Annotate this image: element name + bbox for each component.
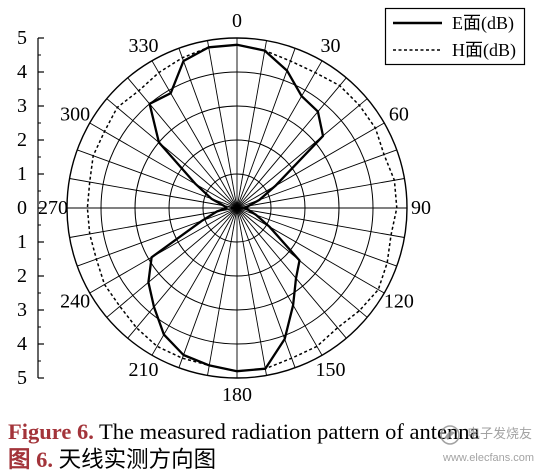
legend-label-h-plane: H面(dB) [452, 40, 516, 61]
grid-spoke-300 [89, 122, 238, 209]
grid-spoke-280 [69, 178, 238, 209]
radius-axis-tick-label: 3 [17, 299, 27, 321]
angle-tick-label-120: 120 [384, 291, 414, 313]
series-lines [86, 43, 398, 373]
legend-label-e-plane: E面(dB) [452, 13, 514, 34]
figure-caption-english-text: The measured radiation pattern of antenn… [99, 419, 480, 444]
figure-caption-chinese-label: 图 6. [8, 447, 54, 472]
angle-tick-label-0: 0 [232, 10, 242, 32]
figure-caption-chinese-text: 天线实测方向图 [58, 447, 217, 472]
angle-tick-label-150: 150 [316, 359, 346, 381]
angle-tick-label-30: 30 [321, 35, 341, 57]
angle-tick-label-300: 300 [60, 104, 90, 126]
grid-spoke-210 [151, 207, 238, 356]
figure-caption-english: Figure 6. The measured radiation pattern… [8, 418, 480, 445]
angle-tick-label-240: 240 [60, 291, 90, 313]
radius-axis-tick-label: 0 [17, 197, 27, 219]
grid-spoke-20 [236, 48, 296, 209]
angle-tick-label-60: 60 [389, 104, 409, 126]
grid-spoke-190 [207, 207, 238, 376]
grid-spoke-70 [236, 149, 397, 209]
grid-spoke-150 [236, 207, 323, 356]
angle-tick-label-330: 330 [129, 35, 159, 57]
watermark-url: www.elecfans.com [443, 452, 535, 464]
grid-spoke-170 [236, 207, 267, 376]
angular-grid-spokes [67, 38, 407, 378]
angle-tick-label-90: 90 [411, 197, 431, 219]
grid-spoke-240 [89, 207, 238, 294]
radius-axis-tick-label: 1 [17, 163, 27, 185]
watermark: 电子发烧友 www.elecfans.com [437, 422, 539, 470]
grid-spoke-130 [236, 207, 368, 318]
grid-spoke-10 [236, 40, 267, 209]
radius-axis-tick-label: 4 [17, 61, 27, 83]
watermark-site-name: 电子发烧友 [467, 426, 533, 441]
grid-spoke-260 [69, 207, 238, 238]
grid-spoke-200 [178, 207, 238, 368]
grid-spoke-140 [236, 207, 347, 339]
angle-tick-labels: 0 30 60 90 120 150 180 210 240 270 300 330 [38, 10, 431, 406]
grid-spoke-110 [236, 207, 397, 267]
grid-spoke-100 [236, 207, 405, 238]
grid-spoke-120 [236, 207, 385, 294]
grid-spoke-50 [236, 98, 368, 209]
grid-spoke-160 [236, 207, 296, 368]
figure-caption-english-label: Figure 6. [8, 419, 94, 444]
legend-box [384, 7, 526, 66]
grid-spoke-310 [106, 98, 238, 209]
angle-tick-label-270: 270 [38, 197, 68, 219]
grid-spoke-220 [127, 207, 238, 339]
series-line-h-plane [86, 44, 398, 372]
radius-axis-tick-label: 2 [17, 129, 27, 151]
angle-tick-label-180: 180 [222, 384, 252, 406]
figure-caption-chinese: 图 6. 天线实测方向图 [8, 446, 216, 473]
grid-spoke-80 [236, 178, 405, 209]
grid-spoke-250 [77, 207, 238, 267]
grid-spoke-340 [178, 48, 238, 209]
elecfans-logo-icon [439, 424, 461, 446]
radius-axis-tick-label: 1 [17, 231, 27, 253]
grid-spoke-40 [236, 77, 347, 209]
radius-axis-tick-label: 2 [17, 265, 27, 287]
grid-spoke-330 [151, 60, 238, 209]
grid-spoke-30 [236, 60, 323, 209]
radius-axis-tick-label: 5 [17, 27, 27, 49]
legend: E面(dB) H面(dB) [384, 7, 526, 66]
radius-axis: 5 4 3 2 1 0 1 2 3 4 5 [17, 27, 44, 389]
radius-axis-tick-label: 4 [17, 333, 27, 355]
radius-axis-tick-label: 3 [17, 95, 27, 117]
grid-spoke-230 [106, 207, 238, 318]
grid-spoke-320 [127, 77, 238, 209]
radius-axis-tick-label: 5 [17, 367, 27, 389]
grid-spoke-60 [236, 122, 385, 209]
grid-spoke-350 [207, 40, 238, 209]
angle-tick-label-210: 210 [129, 359, 159, 381]
